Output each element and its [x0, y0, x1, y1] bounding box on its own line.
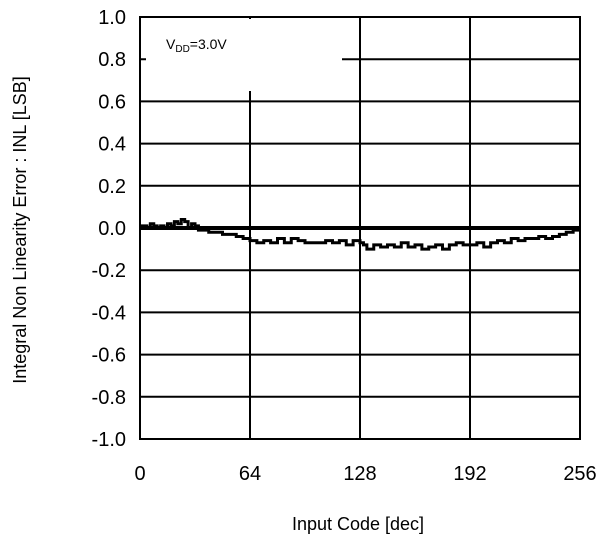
annotation-rest: =3.0V [190, 36, 228, 52]
x-axis-label: Input Code [dec] [292, 514, 424, 534]
x-tick-label: 192 [453, 463, 486, 485]
y-tick-label: -0.8 [92, 387, 126, 409]
series-group [140, 218, 580, 251]
y-tick-labels: 1.0 0.8 0.6 0.4 0.2 0.0 -0.2 -0.4 -0.6 -0.8 -1.0 [92, 7, 126, 451]
y-tick-label: 0.6 [98, 91, 126, 113]
y-axis-label: Integral Non Linearity Error : INL [LSB] [10, 76, 30, 383]
y-tick-label: 0.2 [98, 176, 126, 198]
plot-frame [139, 16, 581, 440]
y-tick-label: 0.4 [98, 134, 126, 156]
inl-series-line [140, 218, 580, 251]
y-tick-label: 1.0 [98, 7, 126, 29]
x-tick-label: 0 [134, 463, 145, 485]
y-tick-label: 0.0 [98, 218, 126, 240]
annotation-subscript: DD [175, 44, 189, 55]
y-tick-label: -1.0 [92, 429, 126, 451]
annotation-box [146, 19, 342, 91]
supply-voltage-annotation: VDD=3.0V [166, 36, 227, 55]
x-tick-label: 128 [343, 463, 376, 485]
y-tick-label: 0.8 [98, 49, 126, 71]
x-tick-label: 256 [563, 463, 596, 485]
x-tick-labels: 0 64 128 192 256 [134, 463, 596, 485]
y-tick-label: -0.2 [92, 260, 126, 282]
x-tick-label: 64 [239, 463, 261, 485]
y-tick-label: -0.4 [92, 302, 126, 324]
annotation-main: V [166, 36, 176, 52]
y-tick-label: -0.6 [92, 345, 126, 367]
